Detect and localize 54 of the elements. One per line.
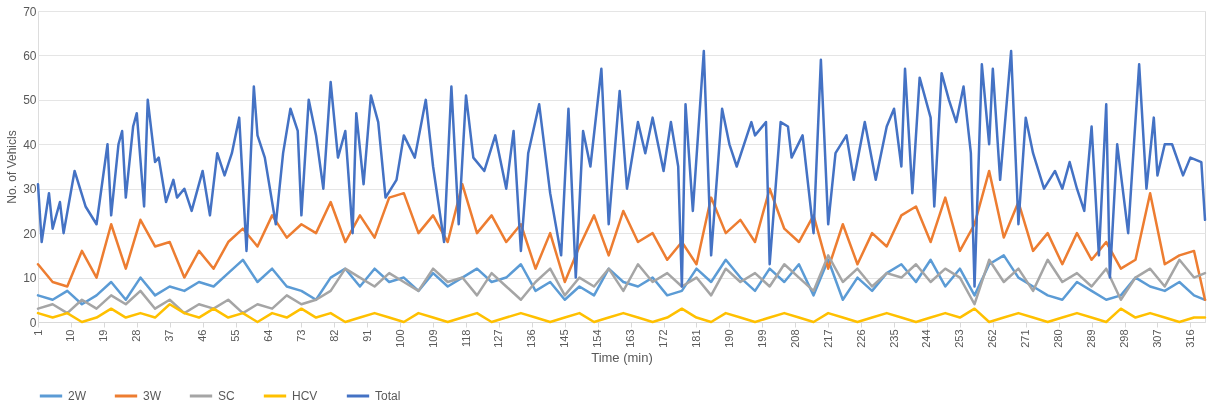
x-tick-label: 28 <box>130 329 143 342</box>
x-tick-label: 307 <box>1150 329 1163 348</box>
x-tick-label: 181 <box>690 329 702 348</box>
y-tick-label: 0 <box>29 315 37 330</box>
x-tick-label: 244 <box>920 329 933 348</box>
line-series <box>36 169 1207 302</box>
x-tick-label: 100 <box>393 329 406 348</box>
legend-label: 2W <box>68 389 87 403</box>
y-tick-label: 10 <box>23 271 37 286</box>
x-tick-label: 73 <box>294 329 307 342</box>
x-tick-label: 55 <box>229 329 242 342</box>
x-tick-label: 235 <box>887 329 900 348</box>
x-tick-label: 154 <box>591 329 604 348</box>
x-tick-label: 145 <box>558 329 571 348</box>
legend-label: 3W <box>143 389 162 403</box>
x-tick-label: 253 <box>953 329 966 348</box>
x-tick-label: 82 <box>327 329 340 342</box>
x-tick-label: 118 <box>459 329 472 348</box>
y-tick-label: 70 <box>23 4 37 19</box>
line-series <box>36 49 1207 288</box>
y-axis-title: No. of Vehicls <box>5 130 20 204</box>
x-tick-label: 262 <box>986 329 999 348</box>
x-tick-label: 190 <box>722 329 735 348</box>
x-tick-label: 271 <box>1019 329 1032 348</box>
x-tick-label: 127 <box>492 329 505 348</box>
y-tick-label: 20 <box>23 226 37 241</box>
x-tick-label: 37 <box>163 329 176 342</box>
x-tick-label: 217 <box>821 329 834 348</box>
x-tick-label: 136 <box>525 329 538 348</box>
x-tick-label: 226 <box>854 329 867 348</box>
x-tick-label: 289 <box>1085 329 1098 348</box>
legend-label: SC <box>218 389 235 403</box>
legend-label: HCV <box>292 389 318 403</box>
x-tick-label: 91 <box>360 329 373 342</box>
legend-label: Total <box>375 389 401 403</box>
x-tick-label: 10 <box>64 329 77 342</box>
x-tick-label: 199 <box>755 329 768 348</box>
x-tick-label: 1 <box>31 329 44 336</box>
x-tick-label: 163 <box>624 329 637 348</box>
x-tick-label: 208 <box>788 329 801 348</box>
x-tick-label: 298 <box>1118 329 1131 348</box>
x-tick-label: 316 <box>1183 329 1196 348</box>
y-tick-label: 60 <box>23 48 37 63</box>
x-tick-label: 172 <box>657 329 670 348</box>
x-tick-label: 19 <box>97 329 110 342</box>
y-tick-label: 30 <box>23 182 37 197</box>
y-tick-label: 50 <box>23 93 37 108</box>
x-tick-label: 46 <box>196 329 209 342</box>
y-tick-label: 40 <box>23 137 37 152</box>
x-tick-label: 64 <box>261 329 274 342</box>
x-tick-label: 280 <box>1052 329 1065 348</box>
x-tick-label: 109 <box>426 329 439 348</box>
x-axis-title: Time (min) <box>591 349 653 365</box>
line-series <box>36 302 1207 324</box>
